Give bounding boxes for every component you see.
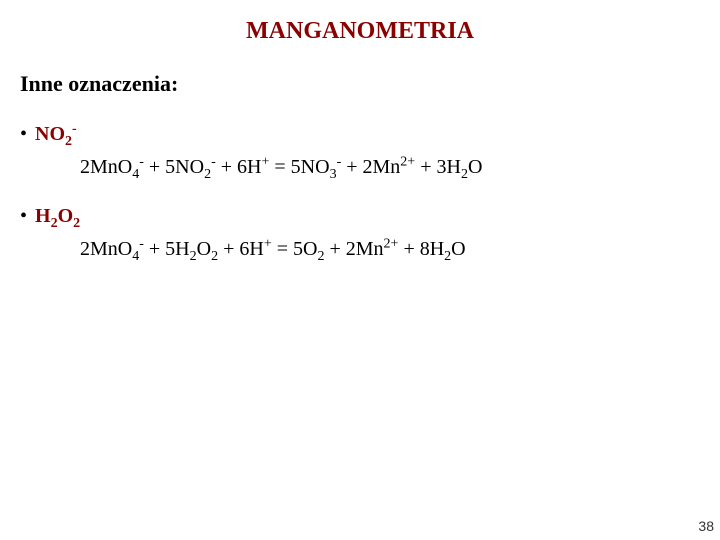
bullet-label-2: • H2O2 <box>20 205 700 228</box>
species-label: H2O2 <box>35 205 80 227</box>
bullet-item-2: • H2O2 2MnO4- + 5H2O2 + 6H+ = 5O2 + 2Mn2… <box>20 205 700 261</box>
page-title: MANGANOMETRIA <box>20 18 700 45</box>
subtitle: Inne oznaczenia: <box>20 71 700 97</box>
equation-2: 2MnO4- + 5H2O2 + 6H+ = 5O2 + 2Mn2+ + 8H2… <box>80 238 700 261</box>
slide: MANGANOMETRIA Inne oznaczenia: • NO2- 2M… <box>0 0 720 540</box>
bullet-dot-icon: • <box>20 205 30 228</box>
page-number: 38 <box>698 518 714 534</box>
bullet-item-1: • NO2- 2MnO4- + 5NO2- + 6H+ = 5NO3- + 2M… <box>20 123 700 179</box>
bullet-label-1: • NO2- <box>20 123 700 146</box>
species-label: NO2- <box>35 123 77 145</box>
equation-1: 2MnO4- + 5NO2- + 6H+ = 5NO3- + 2Mn2+ + 3… <box>80 156 700 179</box>
bullet-dot-icon: • <box>20 123 30 146</box>
